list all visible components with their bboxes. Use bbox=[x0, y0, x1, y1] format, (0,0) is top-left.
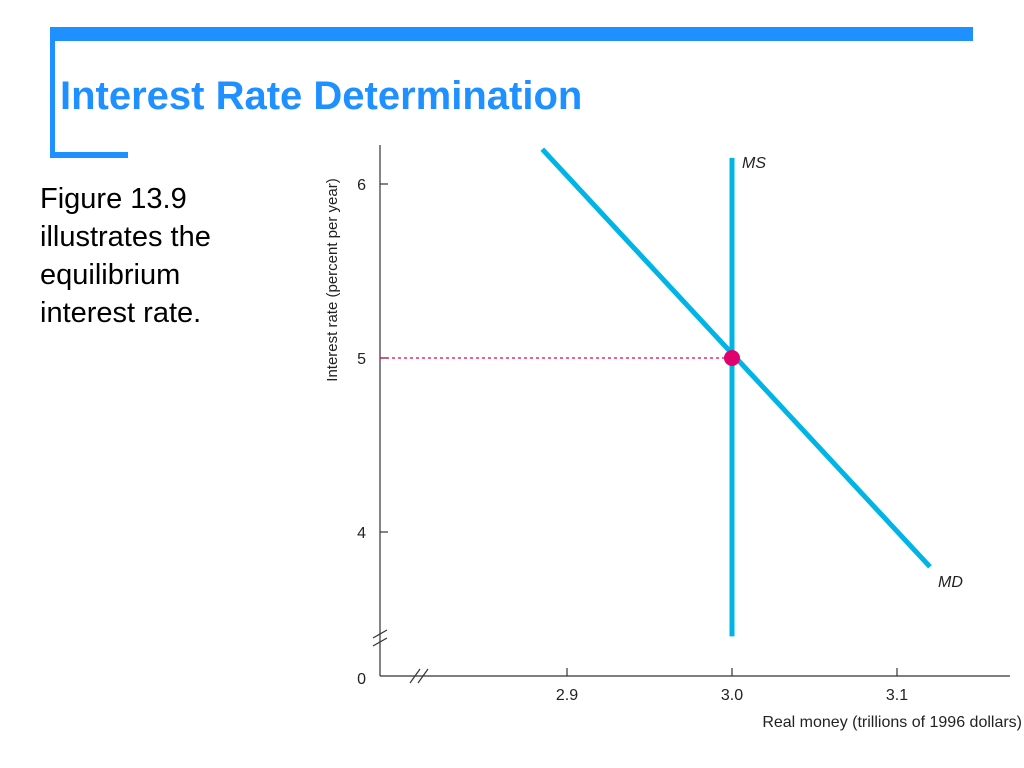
y-tick-label: 6 bbox=[357, 177, 366, 194]
ms-curve-label: MS bbox=[742, 155, 766, 172]
slide-left-bracket bbox=[50, 27, 55, 158]
y-tick-label: 4 bbox=[357, 525, 366, 542]
x-tick-label: 3.0 bbox=[721, 687, 743, 704]
y-axis-break-mark bbox=[372, 629, 388, 639]
slide-caption: Figure 13.9 illustrates the equilibrium … bbox=[40, 183, 211, 329]
md-curve-label: MD bbox=[938, 574, 963, 591]
slide-top-bar bbox=[50, 27, 973, 41]
slide-bracket-tab bbox=[50, 152, 128, 158]
y-axis-title: Interest rate (percent per year) bbox=[324, 178, 341, 381]
slide-title: Interest Rate Determination bbox=[60, 74, 583, 118]
x-axis-break-mark bbox=[417, 668, 429, 684]
equilibrium-point bbox=[724, 350, 740, 366]
x-tick-label: 2.9 bbox=[556, 687, 578, 704]
x-axis-break-mark bbox=[409, 668, 421, 684]
y-axis-break-mark bbox=[372, 637, 388, 647]
axis-origin-label: 0 bbox=[357, 671, 366, 688]
x-tick-label: 3.1 bbox=[886, 687, 908, 704]
x-axis-title: Real money (trillions of 1996 dollars) bbox=[762, 714, 1022, 731]
y-tick-label: 5 bbox=[357, 351, 366, 368]
